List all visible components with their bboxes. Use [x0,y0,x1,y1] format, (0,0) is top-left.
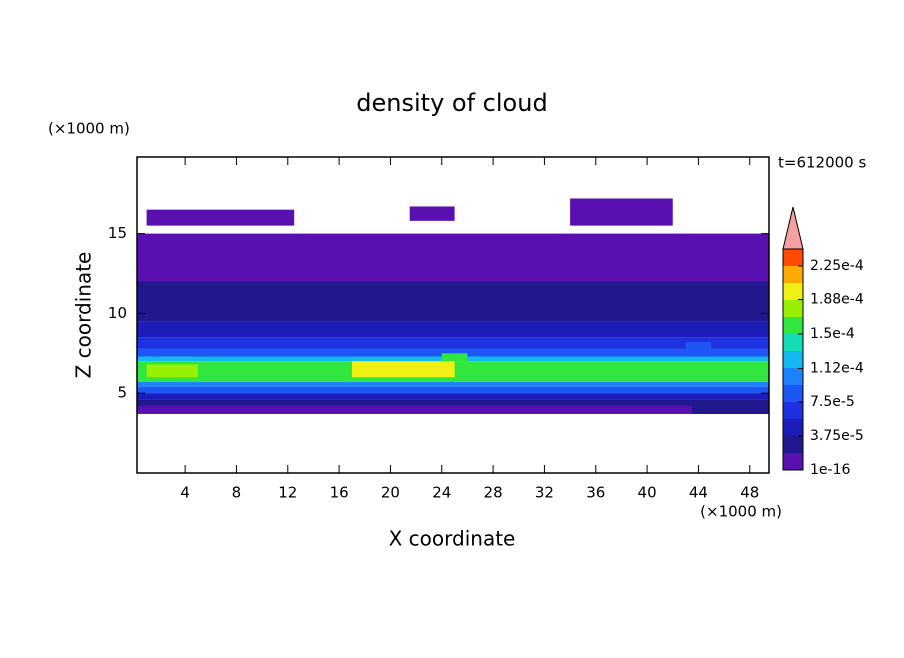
contour-cell [137,405,769,414]
colorbar-band [783,266,803,283]
x-tick-label: 16 [330,484,349,502]
colorbar-band [783,385,803,402]
colorbar-extend [782,206,804,250]
x-tick-label: 32 [535,484,554,502]
colorbar-band [783,453,803,470]
x-tick-label: 20 [381,484,400,502]
y-label: Z coordinate [72,252,96,379]
colorbar-band [783,351,803,368]
y-tick-label: 15 [108,224,127,242]
colorbar-band [783,419,803,436]
contour-cell [441,353,468,362]
contour-cell [137,348,769,357]
x-label: X coordinate [389,527,516,551]
colorbar-band [783,436,803,453]
colorbar-tick-label: 1e-16 [810,462,850,478]
contour-cell [351,361,455,378]
x-tick-label: 36 [586,484,605,502]
colorbar-band [783,249,803,266]
contour-cell [146,209,295,226]
y-tick-label: 5 [117,384,127,402]
contour-cell [137,386,769,394]
x-tick-label: 40 [638,484,657,502]
colorbar-band [783,402,803,419]
x-tick-label: 12 [278,484,297,502]
x-tick-label: 4 [180,484,190,502]
contour-cell [137,321,769,338]
x-unit: (×1000 m) [700,503,782,521]
contour-cell [137,233,769,282]
contour-cell [409,206,455,221]
time-label: t=612000 s [778,154,866,172]
contour-cell [137,281,769,322]
colorbar-tick-label: 7.5e-5 [810,394,855,410]
colorbar-band [783,283,803,300]
colorbar-tick-label: 1.12e-4 [810,360,864,376]
colorbar-band [783,334,803,351]
contour-cell [570,198,673,226]
x-tick-label: 24 [432,484,451,502]
colorbar-frame [782,248,804,471]
x-tick-label: 28 [484,484,503,502]
chart-title: density of cloud [356,89,547,117]
y-tick-label: 10 [108,304,127,322]
colorbar-tick-label: 1.5e-4 [810,326,855,342]
colorbar-tick-label: 1.88e-4 [810,292,864,308]
colorbar-tick-label: 2.25e-4 [810,258,864,274]
contour-cell [137,393,769,400]
contour-cell [137,337,769,349]
contour-cell [692,402,769,414]
colorbar-tick-label: 3.75e-5 [810,428,864,444]
plot-frame [136,156,770,474]
y-unit: (×1000 m) [48,120,130,138]
x-tick-label: 44 [689,484,708,502]
x-tick-label: 48 [740,484,759,502]
colorbar-band [783,300,803,317]
colorbar-band [783,368,803,385]
colorbar-band [783,317,803,334]
contour-cell [685,342,712,357]
contour-cell [146,364,198,378]
x-tick-label: 8 [232,484,242,502]
contour-cell [137,382,769,387]
contour-cell [137,399,769,406]
